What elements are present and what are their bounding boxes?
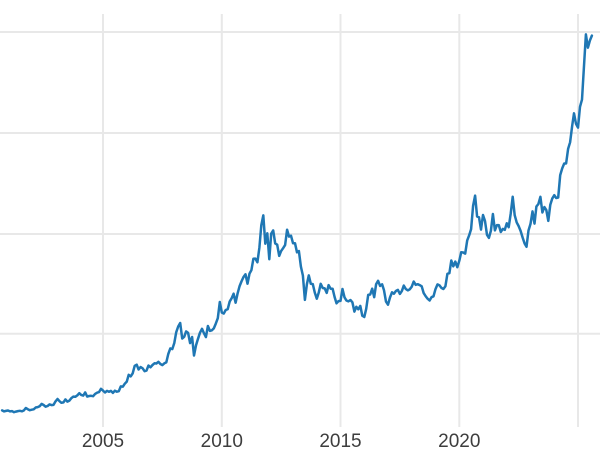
vertical-gridlines	[102, 14, 579, 427]
x-tick-label: 2005	[82, 431, 124, 450]
x-tick-label: 2015	[319, 431, 361, 450]
x-axis-tick-labels: 2005 2010 2015 2020	[82, 431, 481, 450]
x-tick-label: 2010	[201, 431, 243, 450]
price-line	[0, 33, 594, 414]
x-tick-label: 2020	[438, 431, 480, 450]
horizontal-gridlines	[0, 31, 600, 335]
